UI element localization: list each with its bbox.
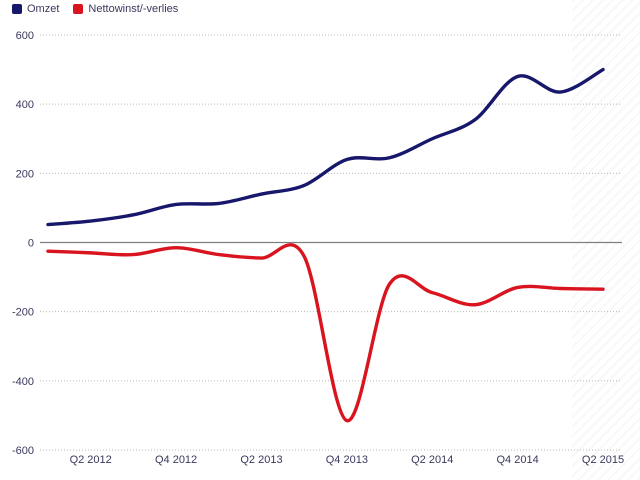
legend-swatch-omzet: [12, 4, 22, 14]
y-tick-label: -600: [12, 445, 34, 457]
legend-item-nettowinst[interactable]: Nettowinst/-verlies: [73, 3, 178, 15]
series-line-0: [46, 67, 605, 227]
x-tick-label: Q4 2014: [497, 454, 539, 466]
y-tick-label: -400: [12, 376, 34, 388]
legend-label-omzet: Omzet: [27, 3, 60, 15]
x-tick-label: Q4 2013: [326, 454, 368, 466]
y-tick-label: 600: [16, 30, 34, 42]
x-tick-label: Q2 2012: [70, 454, 112, 466]
legend-item-omzet[interactable]: Omzet: [12, 3, 59, 15]
x-tick-label: Q2 2015: [582, 454, 624, 466]
y-tick-label: -200: [12, 307, 34, 319]
y-tick-label: 200: [16, 168, 34, 180]
legend-label-nettowinst: Nettowinst/-verlies: [88, 3, 179, 15]
y-tick-label: 400: [16, 99, 34, 111]
legend: Omzet Nettowinst/-verlies: [12, 3, 178, 15]
x-tick-label: Q4 2012: [155, 454, 197, 466]
series-line-1: [46, 243, 605, 423]
legend-swatch-nettowinst: [73, 4, 84, 14]
x-tick-label: Q2 2014: [411, 454, 453, 466]
y-tick-label: 0: [28, 238, 34, 250]
x-tick-label: Q2 2013: [240, 454, 282, 466]
